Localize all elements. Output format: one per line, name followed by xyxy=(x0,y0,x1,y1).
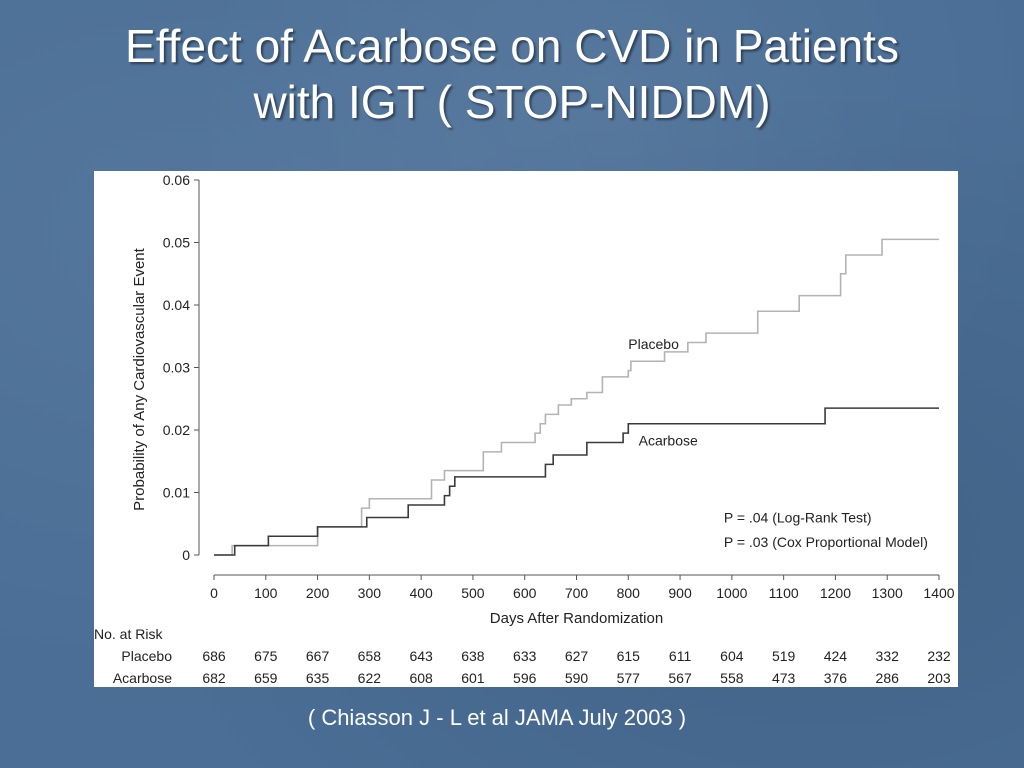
risk-table-cell: 577 xyxy=(617,670,641,686)
x-tick-label: 1400 xyxy=(923,585,954,601)
risk-table-cell: 286 xyxy=(876,670,900,686)
chart-panel: 0 0.01 0.02 0.03 0.04 0.05 0.06 0 100 200 300 400 50… xyxy=(94,171,958,687)
y-axis-label: Probability of Any Cardiovascular Event xyxy=(131,247,148,510)
risk-table-row-label: Acarbose xyxy=(113,670,172,686)
y-tick-label: 0.01 xyxy=(163,485,190,501)
series-line-placebo xyxy=(214,238,939,556)
risk-table-cell: 675 xyxy=(254,648,278,664)
risk-table-cell: 682 xyxy=(202,670,226,686)
y-tick-label: 0.05 xyxy=(163,235,190,251)
x-tick-label: 1200 xyxy=(820,585,851,601)
risk-table-cell: 232 xyxy=(927,648,951,664)
risk-table-cell: 643 xyxy=(409,648,433,664)
risk-table-cell: 473 xyxy=(772,670,796,686)
x-tick-label: 700 xyxy=(565,585,589,601)
series-label: Acarbose xyxy=(639,433,698,449)
risk-table-cell: 658 xyxy=(358,648,382,664)
risk-table-cell: 332 xyxy=(876,648,900,664)
risk-table-row-label: Placebo xyxy=(121,648,172,664)
km-chart: 0 0.01 0.02 0.03 0.04 0.05 0.06 0 100 200 300 400 50… xyxy=(94,172,955,686)
risk-table-cell: 608 xyxy=(409,670,433,686)
risk-table-cell: 611 xyxy=(669,648,692,664)
y-tick-label: 0.04 xyxy=(163,297,190,313)
p-value-annotation: P = .04 (Log-Rank Test) xyxy=(724,510,872,526)
risk-table-cell: 376 xyxy=(824,670,848,686)
p-value-annotation: P = .03 (Cox Proportional Model) xyxy=(724,534,928,550)
risk-table-title: No. at Risk xyxy=(94,626,163,642)
risk-table-cell: 601 xyxy=(461,670,485,686)
x-tick-label: 800 xyxy=(617,585,641,601)
x-tick-label: 1000 xyxy=(716,585,747,601)
risk-table-cell: 627 xyxy=(565,648,589,664)
x-tick-label: 100 xyxy=(254,585,278,601)
risk-table-cell: 659 xyxy=(254,670,278,686)
citation: ( Chiasson J - L et al JAMA July 2003 ) xyxy=(307,705,687,730)
x-tick-label: 1300 xyxy=(872,585,903,601)
risk-table-cell: 615 xyxy=(617,648,641,664)
risk-table-cell: 622 xyxy=(358,670,382,686)
x-tick-label: 300 xyxy=(358,585,382,601)
series-line-acarbose xyxy=(214,407,939,556)
y-tick-label: 0.06 xyxy=(163,172,190,188)
risk-table-cell: 638 xyxy=(461,648,485,664)
risk-table-cell: 567 xyxy=(668,670,692,686)
risk-table-cell: 424 xyxy=(824,648,848,664)
risk-table-cell: 590 xyxy=(565,670,589,686)
risk-table-cell: 519 xyxy=(772,648,796,664)
risk-table-cell: 203 xyxy=(927,670,951,686)
x-tick-label: 500 xyxy=(461,585,485,601)
slide-title-line2: with IGT ( STOP-NIDDM) xyxy=(253,76,771,128)
x-tick-label: 0 xyxy=(210,585,218,601)
x-tick-label: 1100 xyxy=(769,585,799,601)
risk-table-cell: 686 xyxy=(202,648,226,664)
risk-table-cell: 596 xyxy=(513,670,537,686)
risk-table-cell: 604 xyxy=(720,648,744,664)
risk-table-cell: 667 xyxy=(306,648,330,664)
y-tick-label: 0.03 xyxy=(163,360,190,376)
x-tick-label: 600 xyxy=(513,585,537,601)
x-tick-label: 900 xyxy=(668,585,692,601)
slide-title-line1: Effect of Acarbose on CVD in Patients xyxy=(125,20,899,72)
x-axis-label: Days After Randomization xyxy=(490,610,663,627)
risk-table-cell: 633 xyxy=(513,648,537,664)
x-tick-label: 200 xyxy=(306,585,330,601)
risk-table-cell: 558 xyxy=(720,670,744,686)
risk-table-cell: 635 xyxy=(306,670,330,686)
series-label: Placebo xyxy=(628,336,679,352)
slide-title: Effect of Acarbose on CVD in Patients wi… xyxy=(0,18,1024,130)
x-tick-label: 400 xyxy=(409,585,433,601)
y-tick-label: 0.02 xyxy=(163,422,190,438)
y-tick-label: 0 xyxy=(182,547,190,563)
